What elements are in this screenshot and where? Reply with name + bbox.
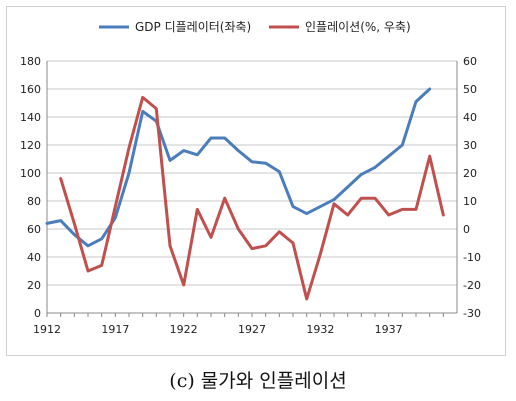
x-axis-tick-label: 1912 — [33, 323, 61, 336]
x-axis-tick-label: 1937 — [375, 323, 403, 336]
left-axis-tick-label: 140 — [20, 111, 41, 124]
left-axis-tick-label: 180 — [20, 55, 41, 68]
left-axis-tick-label: 80 — [27, 195, 41, 208]
left-axis-tick-label: 40 — [27, 251, 41, 264]
left-axis-tick-label: 120 — [20, 139, 41, 152]
right-axis-tick-label: 40 — [463, 111, 477, 124]
chart-frame: 0 20 40 60 80 100 120 140 160 180 -30 -20 -10 0 10 20 30… — [6, 6, 506, 356]
line-chart: 0 20 40 60 80 100 120 140 160 180 -30 -20 -10 0 10 20 30… — [20, 20, 481, 336]
right-axis-tick-label: 20 — [463, 167, 477, 180]
right-axis-tick-label: 10 — [463, 195, 477, 208]
right-axis-tick-label: -20 — [463, 279, 481, 292]
right-axis-tick-label: 60 — [463, 55, 477, 68]
x-axis-tick-label: 1932 — [306, 323, 334, 336]
series-line-inflation — [59, 95, 445, 301]
right-axis-tick-label: 50 — [463, 83, 477, 96]
left-axis-tick-label: 0 — [34, 307, 41, 320]
left-axis-tick-label: 160 — [20, 83, 41, 96]
legend-label: GDP 디플레이터(좌축) — [135, 20, 251, 34]
x-axis-tick-label: 1917 — [101, 323, 129, 336]
right-axis-tick-label: -30 — [463, 307, 481, 320]
x-axis-tick-label: 1922 — [170, 323, 198, 336]
legend-label: 인플레이션(%, 우축) — [305, 20, 411, 34]
x-axis-tick-label: 1927 — [238, 323, 266, 336]
figure-caption: (c) 물가와 인플레이션 — [169, 370, 347, 392]
series-line-gdp-deflator — [45, 87, 432, 248]
left-axis-tick-label: 100 — [20, 167, 41, 180]
left-axis-tick-label: 20 — [27, 279, 41, 292]
left-axis-tick-label: 60 — [27, 223, 41, 236]
right-axis-tick-label: 30 — [463, 139, 477, 152]
right-axis-tick-label: -10 — [463, 251, 481, 264]
right-axis-tick-label: 0 — [463, 223, 470, 236]
